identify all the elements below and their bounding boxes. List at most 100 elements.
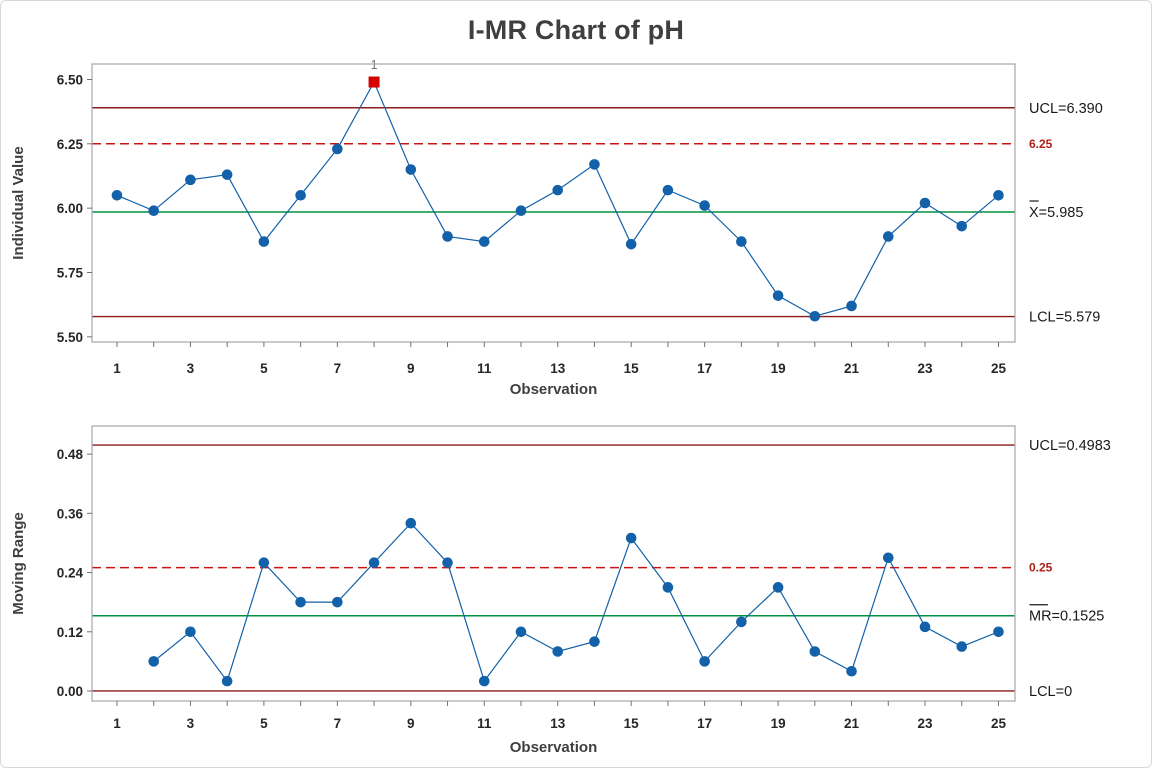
data-point: [295, 596, 306, 608]
data-point: [809, 646, 821, 657]
data-point: [148, 656, 160, 667]
data-point: [919, 621, 931, 633]
data-point: [442, 557, 453, 568]
x-tick-label: 25: [991, 716, 1007, 731]
data-point: [552, 184, 564, 196]
data-point: [993, 189, 1004, 201]
x-tick-label: 3: [187, 716, 195, 731]
y-axis-title: Moving Range: [10, 512, 27, 615]
data-point: [405, 517, 417, 529]
x-tick-label: 19: [771, 716, 786, 731]
spec-limit-label: 0.25: [1029, 561, 1053, 575]
x-tick-label: 21: [844, 361, 860, 376]
y-tick-label: 5.75: [57, 266, 84, 281]
individuals-chart: 11 3 5 7 9 11 13 15 17 19 21 23 25Observation5.505.7…: [10, 58, 1103, 398]
y-tick-label: 0.48: [57, 447, 84, 462]
y-tick-label: 6.25: [57, 137, 84, 152]
x-tick-label: 17: [697, 361, 712, 376]
data-point: [221, 675, 233, 687]
data-point: [736, 236, 747, 247]
x-tick-label: 3: [187, 361, 195, 376]
data-point: [882, 552, 894, 564]
x-tick-label: 13: [550, 716, 566, 731]
y-tick-label: 0.12: [57, 625, 83, 640]
ucl-label: UCL=6.390: [1029, 101, 1103, 117]
center-line-label: MR=0.1525: [1029, 609, 1104, 625]
x-tick-label: 7: [334, 716, 342, 731]
x-tick-label: 23: [917, 361, 933, 376]
x-tick-label: 5: [260, 716, 268, 731]
moving-range-chart: 1 3 5 7 9 11 13 15 17 19 21 23 25Observation0.000.12…: [10, 425, 1111, 756]
x-tick-label: 25: [991, 361, 1007, 376]
ucl-label: UCL=0.4983: [1029, 438, 1111, 454]
y-tick-label: 6.00: [57, 201, 83, 216]
x-tick-label: 1: [113, 716, 121, 731]
x-tick-label: 5: [260, 361, 268, 376]
x-tick-label: 1: [113, 361, 121, 376]
data-point: [258, 236, 270, 247]
x-tick-label: 9: [407, 716, 415, 731]
data-point: [552, 646, 564, 657]
data-point: [956, 641, 968, 652]
x-tick-label: 19: [771, 361, 786, 376]
spec-limit-label: 6.25: [1029, 137, 1053, 151]
out-of-control-point: [368, 76, 380, 88]
data-point: [221, 169, 233, 180]
data-point: [625, 238, 637, 250]
y-axis-title: Individual Value: [10, 146, 27, 259]
data-point: [185, 626, 196, 638]
data-point: [589, 636, 600, 647]
x-tick-label: 15: [624, 716, 640, 731]
data-point: [258, 557, 270, 568]
y-tick-label: 0.24: [57, 566, 84, 581]
data-point: [625, 532, 637, 544]
data-point: [295, 189, 306, 201]
center-line-label: X=5.985: [1029, 205, 1083, 221]
data-point: [772, 290, 784, 301]
data-point: [882, 231, 894, 242]
data-point: [846, 300, 857, 312]
x-tick-label: 15: [624, 361, 640, 376]
y-tick-label: 5.50: [57, 330, 83, 345]
data-point: [699, 200, 710, 211]
x-tick-label: 17: [697, 716, 712, 731]
x-axis-title: Observation: [510, 381, 598, 398]
data-point: [846, 665, 857, 677]
data-point: [478, 675, 490, 687]
data-point: [736, 616, 747, 628]
x-tick-label: 13: [550, 361, 566, 376]
x-tick-label: 23: [917, 716, 933, 731]
ooc-flag-label: 1: [371, 58, 378, 72]
y-tick-label: 0.36: [57, 506, 84, 521]
x-tick-label: 7: [334, 361, 342, 376]
data-point: [185, 174, 196, 186]
data-point: [662, 184, 674, 196]
data-point: [332, 596, 343, 608]
data-point: [919, 197, 931, 209]
x-tick-label: 21: [844, 716, 860, 731]
x-tick-label: 9: [407, 361, 415, 376]
data-point: [956, 220, 968, 232]
y-tick-label: 0.00: [57, 684, 83, 699]
data-point: [148, 205, 160, 217]
data-point: [332, 143, 343, 155]
chart-title: I-MR Chart of pH: [467, 15, 685, 45]
plot-area-border: [91, 425, 1016, 702]
data-point: [515, 205, 527, 217]
plot-area-border: [91, 63, 1016, 343]
data-point: [515, 626, 527, 638]
x-axis-title: Observation: [510, 739, 598, 756]
lcl-label: LCL=0: [1029, 684, 1072, 700]
data-series-line: [153, 522, 999, 683]
data-point: [111, 189, 123, 201]
data-point: [478, 236, 490, 247]
data-series-line: [116, 80, 999, 317]
x-tick-label: 11: [477, 716, 492, 731]
data-point: [699, 656, 710, 667]
lcl-label: LCL=5.579: [1029, 310, 1100, 326]
data-point: [772, 582, 784, 593]
data-point: [405, 164, 417, 175]
data-point: [662, 582, 674, 593]
data-point: [442, 231, 453, 242]
